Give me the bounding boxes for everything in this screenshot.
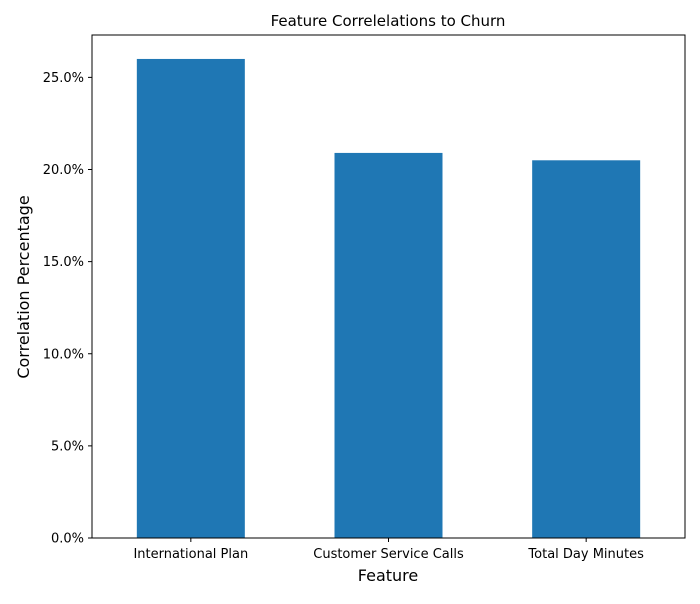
y-tick-label: 15.0% <box>43 255 84 270</box>
x-tick-label: Customer Service Calls <box>313 547 464 562</box>
x-tick-label: Total Day Minutes <box>527 547 644 562</box>
y-tick-label: 10.0% <box>43 347 84 362</box>
chart-title: Feature Correlelations to Churn <box>271 12 506 30</box>
plot-frame <box>91 34 686 539</box>
bar-total-day-minutes <box>532 160 641 539</box>
x-axis-label: Feature <box>358 566 418 585</box>
y-tick-label: 5.0% <box>51 439 84 454</box>
y-axis-ticks: 0.0% 5.0% 10.0% 15.0% 20.0% 25.0% <box>43 71 92 547</box>
y-tick-label: 0.0% <box>51 532 84 547</box>
y-tick-label: 25.0% <box>43 71 84 86</box>
bar-customer-service-calls <box>334 152 443 539</box>
bar-international-plan <box>136 58 245 538</box>
bars-group <box>136 58 641 539</box>
y-tick-label: 20.0% <box>43 163 84 178</box>
x-axis-ticks: International Plan Customer Service Calls… <box>133 538 644 562</box>
x-tick-label: International Plan <box>133 547 248 562</box>
y-axis-label: Correlation Percentage <box>14 195 33 378</box>
